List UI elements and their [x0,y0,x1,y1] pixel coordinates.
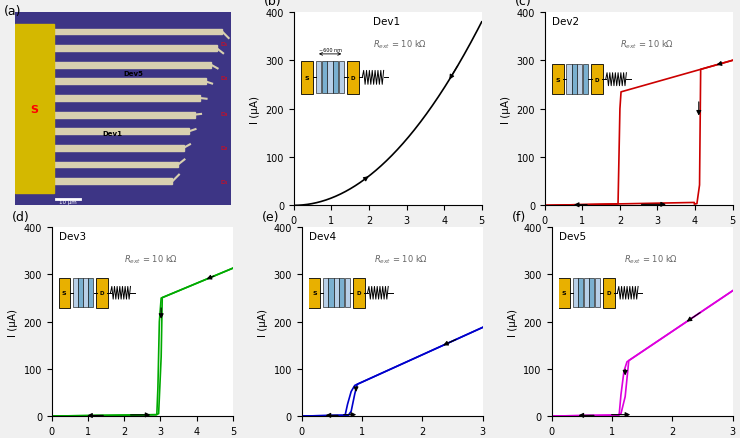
Text: Dev2: Dev2 [552,17,579,27]
Bar [54,63,211,68]
Text: (a): (a) [4,5,21,18]
X-axis label: V (V): V (V) [626,231,651,241]
Bar [54,96,200,102]
Text: Dev3: Dev3 [59,231,86,241]
Text: $R_{ext}$ = 10 kΩ: $R_{ext}$ = 10 kΩ [624,253,678,265]
Text: D₃: D₃ [221,112,228,117]
Bar [54,179,172,185]
Text: D₁: D₁ [221,179,228,184]
Text: S: S [30,105,38,114]
Text: Dev5: Dev5 [124,71,144,76]
Text: Dev4: Dev4 [309,231,336,241]
Text: $R_{ext}$ = 10 kΩ: $R_{ext}$ = 10 kΩ [373,39,427,51]
Bar [54,46,217,52]
Text: (b): (b) [264,0,281,8]
Bar [54,146,184,152]
Y-axis label: I (μA): I (μA) [508,308,518,336]
Text: (c): (c) [515,0,531,8]
Y-axis label: I (μA): I (μA) [8,308,18,336]
Y-axis label: I (μA): I (μA) [258,308,268,336]
Text: $R_{ext}$ = 10 kΩ: $R_{ext}$ = 10 kΩ [374,253,428,265]
Text: (f): (f) [511,210,526,223]
Text: $R_{ext}$ = 10 kΩ: $R_{ext}$ = 10 kΩ [620,39,674,51]
Text: (e): (e) [262,210,279,223]
X-axis label: V (V): V (V) [375,231,400,241]
Y-axis label: I (μA): I (μA) [250,95,260,124]
Bar [54,29,222,35]
Bar [54,79,206,85]
Text: Dev1: Dev1 [373,17,400,27]
Bar [15,25,54,194]
Text: Dev1: Dev1 [102,131,122,137]
Bar [54,113,195,118]
Text: (d): (d) [12,210,30,223]
Text: Dev5: Dev5 [559,231,586,241]
Text: $R_{ext}$ = 10 kΩ: $R_{ext}$ = 10 kΩ [124,253,178,265]
Bar [54,162,178,168]
Text: 10 μm: 10 μm [59,200,76,205]
Bar [54,129,189,135]
Text: D₅: D₅ [221,42,228,47]
Y-axis label: I (μA): I (μA) [501,95,511,124]
Text: D₂: D₂ [221,145,228,151]
Text: D₄: D₄ [221,76,228,81]
